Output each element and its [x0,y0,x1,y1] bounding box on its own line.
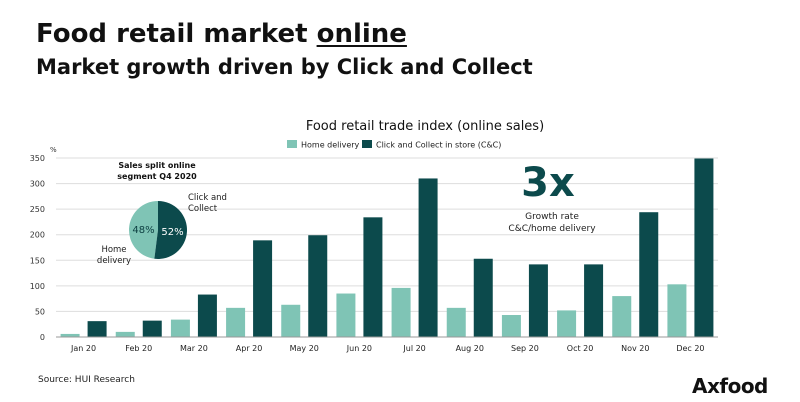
bar-click-collect [528,264,548,337]
y-tick-label: 250 [30,205,45,214]
y-axis-ticks: 0 50 100 150 200 250 300 350 [30,154,45,342]
y-axis-unit-label: % [50,146,57,154]
bar-click-collect [87,321,107,337]
bar-home-delivery [60,333,80,337]
bar-click-collect [363,217,383,337]
pie-title-line2: segment Q4 2020 [117,172,197,181]
pie-label-home-delivery-line1: Home [101,245,126,255]
page-title: Food retail market online [36,19,407,49]
title-prefix: Food retail market [36,19,317,49]
page-subtitle: Market growth driven by Click and Collec… [36,55,533,79]
x-tick-label: Oct 20 [567,344,594,353]
pie-value-home-delivery: 48% [132,225,154,236]
bar-home-delivery [281,304,301,337]
y-tick-label: 0 [40,333,45,342]
bar-click-collect [308,235,328,337]
legend-label-click-collect: Click and Collect in store (C&C) [376,141,501,150]
bar-home-delivery [501,315,521,337]
bar-click-collect [142,320,162,337]
bar-click-collect [694,158,714,337]
source-note: Source: HUI Research [38,375,135,385]
pie-label-click-collect-line1: Click and [188,193,227,203]
legend-label-home-delivery: Home delivery [301,141,360,150]
legend-swatch-home-delivery [287,140,297,148]
axfood-logo: Axfood [692,374,768,398]
x-tick-label: May 20 [290,344,319,353]
x-tick-label: Aug 20 [456,344,484,353]
bar-click-collect [473,258,493,337]
bar-home-delivery [557,310,577,337]
bar-click-collect [253,240,273,337]
bar-home-delivery [226,307,246,337]
bar-home-delivery [170,319,190,337]
pie-slices: 48% 52% [129,201,188,259]
x-tick-label: Sep 20 [511,344,539,353]
bar-click-collect [639,212,659,337]
y-tick-label: 150 [30,256,45,265]
pie-slice-home-delivery [129,201,158,259]
y-tick-label: 100 [30,282,45,291]
bars [60,158,714,337]
pie-value-click-collect: 52% [161,227,183,238]
growth-multiplier: 3x [521,160,575,206]
x-tick-label: Feb 20 [125,344,152,353]
chart-legend: Home delivery Click and Collect in store… [287,140,501,150]
growth-text-line2: C&C/home delivery [508,224,596,234]
legend-swatch-click-collect [362,140,372,148]
x-tick-label: Mar 20 [180,344,208,353]
pie-label-home-delivery-line2: delivery [97,256,131,266]
bar-click-collect [584,264,604,337]
bar-home-delivery [667,284,687,337]
x-tick-label: Nov 20 [621,344,649,353]
x-tick-label: Jun 20 [346,344,372,353]
bar-home-delivery [446,307,466,337]
y-tick-label: 350 [30,154,45,163]
chart-title: Food retail trade index (online sales) [306,119,544,134]
x-tick-label: Jul 20 [402,344,425,353]
pie-label-click-collect-line2: Collect [188,204,218,214]
bar-home-delivery [336,293,356,337]
x-tick-label: Apr 20 [236,344,263,353]
x-axis-ticks: Jan 20 Feb 20 Mar 20 Apr 20 May 20 Jun 20 Jul … [70,344,704,353]
growth-annotation: 3x Growth rate C&C/home delivery [508,160,596,234]
y-tick-label: 200 [30,231,45,240]
x-tick-label: Jan 20 [70,344,96,353]
y-tick-label: 50 [35,307,45,316]
growth-text-line1: Growth rate [525,212,579,222]
bar-click-collect [197,294,217,337]
bar-home-delivery [612,296,632,337]
title-emphasis: online [316,19,407,49]
pie-title-line1: Sales split online [118,161,196,170]
sales-split-pie: Sales split online segment Q4 2020 48% 52… [97,161,227,266]
bar-home-delivery [391,287,411,337]
bar-click-collect [418,178,438,337]
bar-home-delivery [115,331,135,337]
y-tick-label: 300 [30,180,45,189]
x-tick-label: Dec 20 [676,344,704,353]
pie-slice-click-collect [154,201,188,259]
